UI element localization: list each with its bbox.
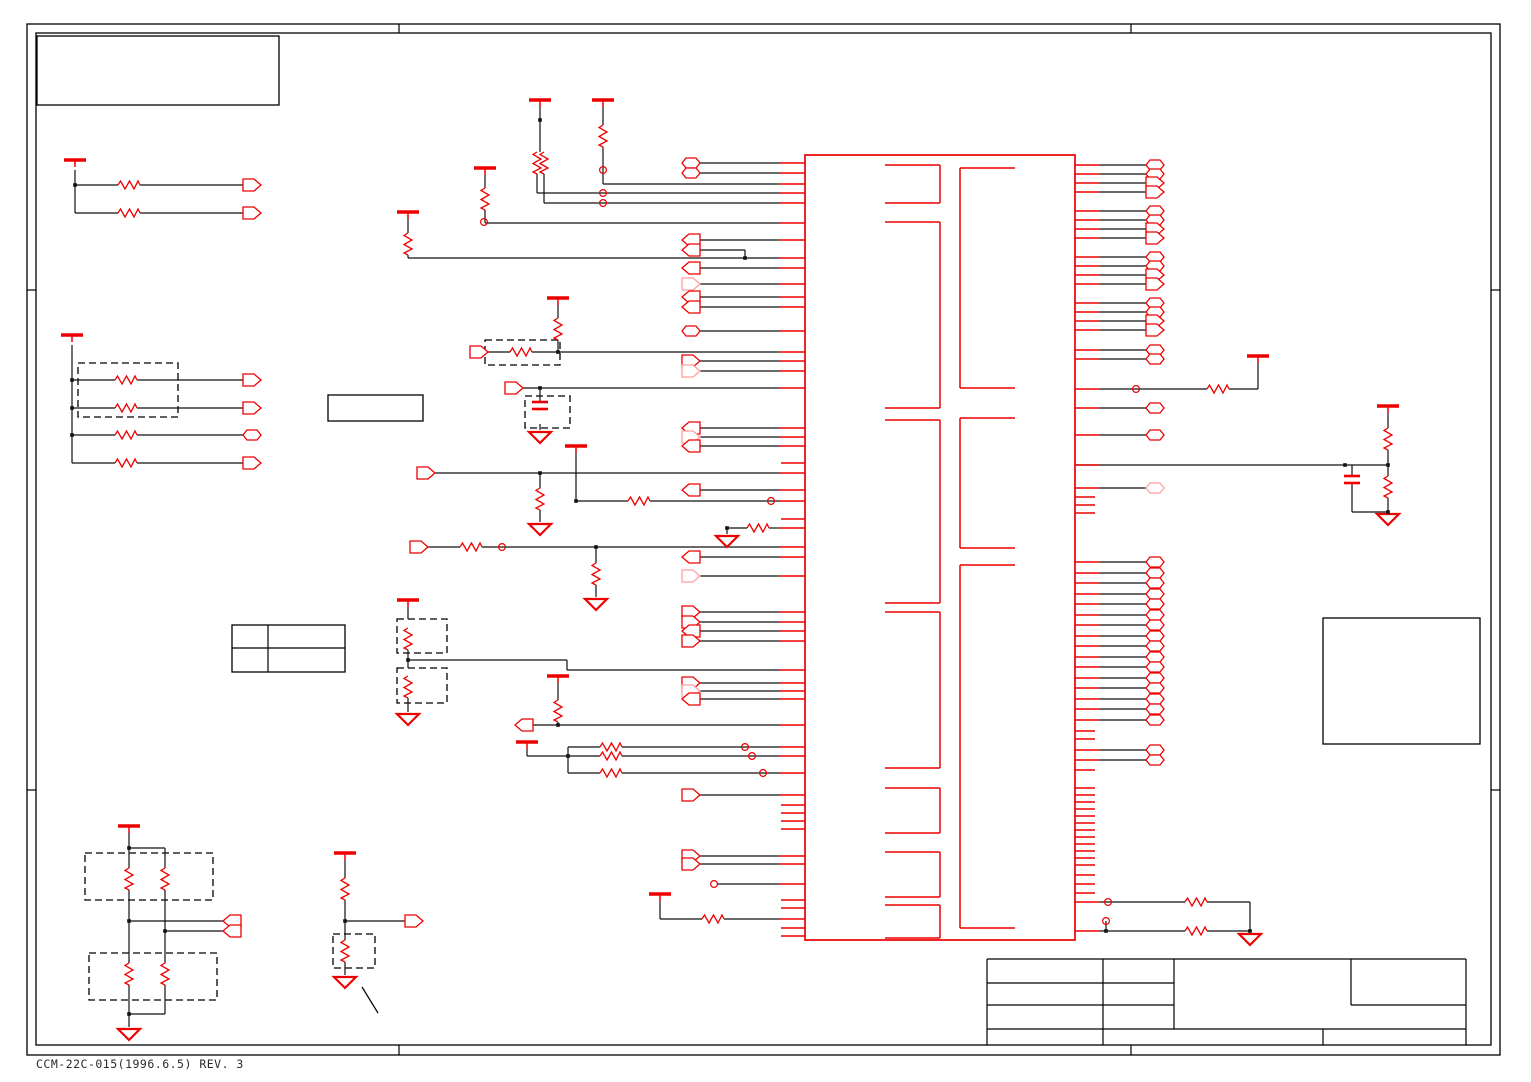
ic-block bbox=[804, 154, 1076, 941]
wires-layer bbox=[71, 107, 1389, 1027]
dashed-boxes bbox=[77, 339, 571, 1001]
ic-pins bbox=[779, 162, 1100, 937]
document-code-label: CCM-22C-015(1996.6.5) REV. 3 bbox=[36, 1057, 244, 1071]
connector-flags bbox=[222, 157, 1165, 938]
components-layer bbox=[61, 98, 1402, 1042]
black-boxes-and-titleblock bbox=[36, 35, 1481, 1045]
drawing-frame bbox=[26, 23, 1501, 1056]
